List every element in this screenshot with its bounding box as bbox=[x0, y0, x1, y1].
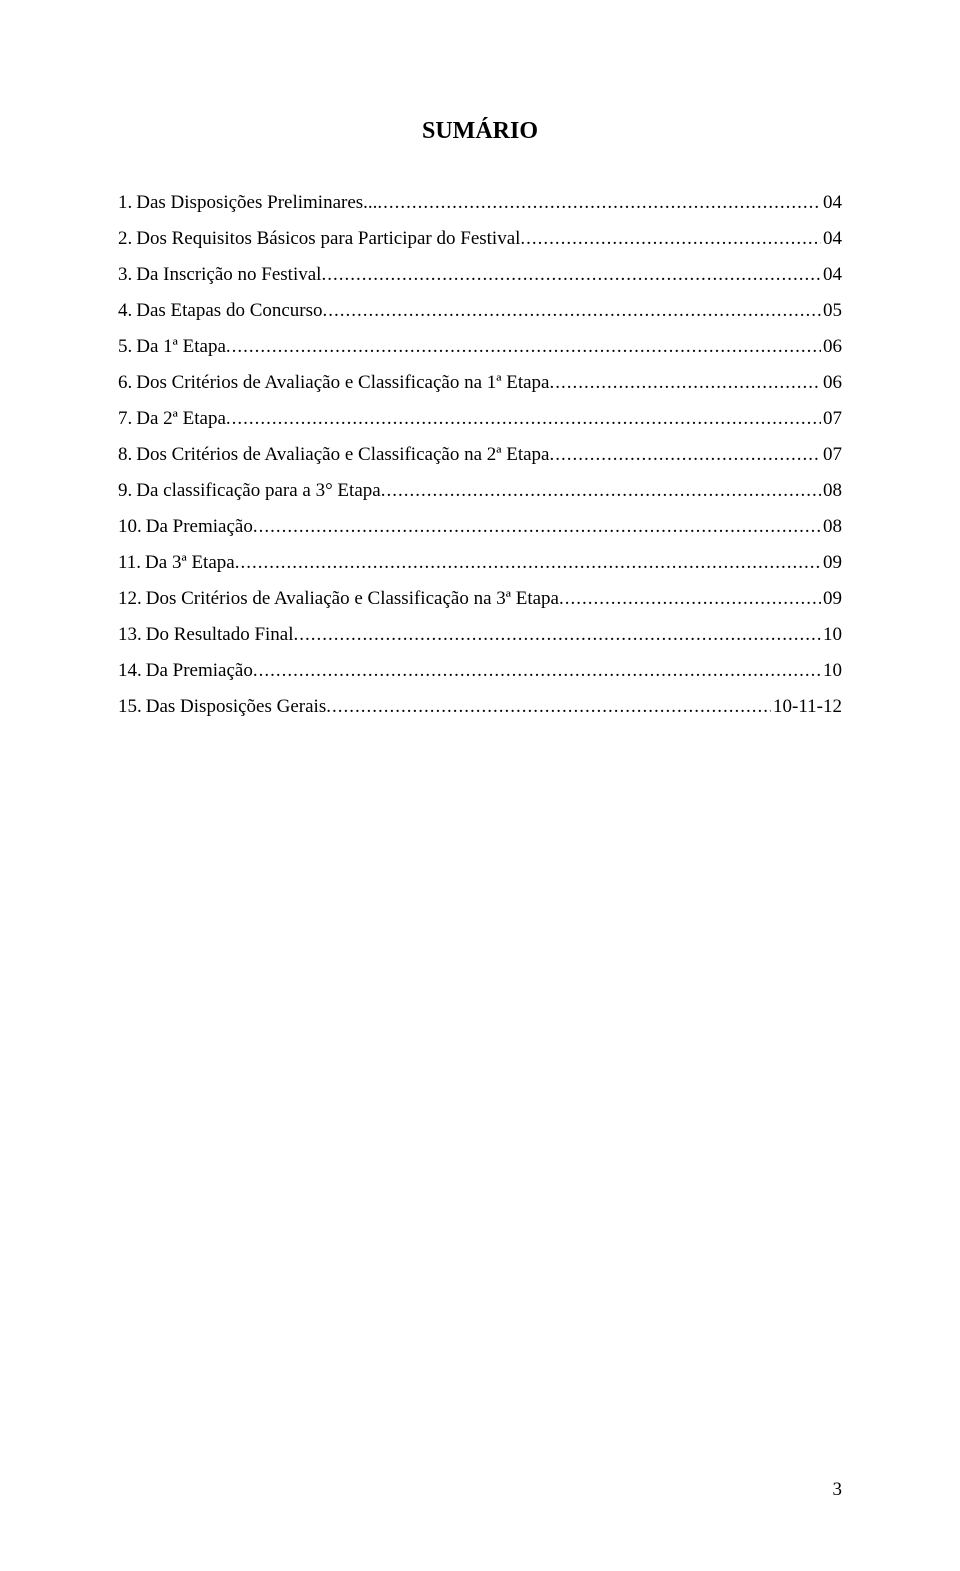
toc-label: Da 1ª Etapa bbox=[136, 337, 226, 356]
toc-page: 08 bbox=[821, 481, 842, 500]
toc-page: 04 bbox=[821, 193, 842, 212]
toc-number: 4. bbox=[118, 301, 136, 320]
toc-number: 12. bbox=[118, 589, 146, 608]
toc-row: 14. Da Premiação 10 bbox=[118, 661, 842, 680]
toc-row: 3. Da Inscrição no Festival 04 bbox=[118, 265, 842, 284]
toc-leader bbox=[381, 481, 821, 500]
toc-leader bbox=[550, 373, 822, 392]
toc-page: 10-11-12 bbox=[771, 697, 842, 716]
toc-label: Do Resultado Final bbox=[146, 625, 294, 644]
toc-page: 08 bbox=[821, 517, 842, 536]
toc-leader bbox=[226, 337, 821, 356]
toc-number: 5. bbox=[118, 337, 136, 356]
toc-leader bbox=[253, 517, 821, 536]
toc-label: Da Premiação bbox=[146, 661, 253, 680]
toc-page: 06 bbox=[821, 373, 842, 392]
toc-number: 9. bbox=[118, 481, 136, 500]
toc-label: Dos Critérios de Avaliação e Classificaç… bbox=[136, 373, 549, 392]
toc-leader bbox=[226, 409, 821, 428]
toc-leader bbox=[323, 301, 821, 320]
toc-row: 11. Da 3ª Etapa 09 bbox=[118, 553, 842, 572]
toc-number: 11. bbox=[118, 553, 145, 572]
toc-number: 3. bbox=[118, 265, 136, 284]
toc-label: Da 3ª Etapa bbox=[145, 553, 235, 572]
toc-label: Das Disposições Preliminares... bbox=[136, 193, 377, 212]
toc-page: 09 bbox=[821, 589, 842, 608]
toc-row: 4. Das Etapas do Concurso 05 bbox=[118, 301, 842, 320]
toc-page: 06 bbox=[821, 337, 842, 356]
toc-page: 04 bbox=[821, 229, 842, 248]
toc-number: 2. bbox=[118, 229, 136, 248]
toc-number: 15. bbox=[118, 697, 146, 716]
document-page: SUMÁRIO 1. Das Disposições Preliminares.… bbox=[0, 0, 960, 1571]
page-number: 3 bbox=[833, 1479, 843, 1501]
toc-label: Dos Critérios de Avaliação e Classificaç… bbox=[146, 589, 559, 608]
toc-row: 8. Dos Critérios de Avaliação e Classifi… bbox=[118, 445, 842, 464]
table-of-contents: 1. Das Disposições Preliminares... 04 2.… bbox=[118, 193, 842, 716]
toc-number: 6. bbox=[118, 373, 136, 392]
toc-row: 10. Da Premiação 08 bbox=[118, 517, 842, 536]
page-title: SUMÁRIO bbox=[118, 118, 842, 145]
toc-number: 10. bbox=[118, 517, 146, 536]
toc-row: 12. Dos Critérios de Avaliação e Classif… bbox=[118, 589, 842, 608]
toc-label: Das Disposições Gerais bbox=[146, 697, 326, 716]
toc-row: 15. Das Disposições Gerais 10-11-12 bbox=[118, 697, 842, 716]
toc-leader bbox=[326, 697, 771, 716]
toc-leader bbox=[321, 265, 821, 284]
toc-page: 10 bbox=[821, 661, 842, 680]
toc-page: 10 bbox=[821, 625, 842, 644]
toc-label: Dos Critérios de Avaliação e Classificaç… bbox=[136, 445, 549, 464]
toc-row: 2. Dos Requisitos Básicos para Participa… bbox=[118, 229, 842, 248]
toc-row: 13. Do Resultado Final 10 bbox=[118, 625, 842, 644]
toc-number: 13. bbox=[118, 625, 146, 644]
toc-page: 05 bbox=[821, 301, 842, 320]
toc-leader bbox=[520, 229, 821, 248]
toc-label: Da classificação para a 3° Etapa bbox=[136, 481, 380, 500]
toc-row: 9. Da classificação para a 3° Etapa 08 bbox=[118, 481, 842, 500]
toc-number: 8. bbox=[118, 445, 136, 464]
toc-leader bbox=[559, 589, 821, 608]
toc-leader bbox=[235, 553, 821, 572]
toc-leader bbox=[550, 445, 822, 464]
toc-number: 14. bbox=[118, 661, 146, 680]
toc-page: 09 bbox=[821, 553, 842, 572]
toc-row: 6. Dos Critérios de Avaliação e Classifi… bbox=[118, 373, 842, 392]
toc-label: Da Inscrição no Festival bbox=[136, 265, 321, 284]
toc-label: Da 2ª Etapa bbox=[136, 409, 226, 428]
toc-page: 07 bbox=[821, 445, 842, 464]
toc-label: Das Etapas do Concurso bbox=[136, 301, 322, 320]
toc-page: 07 bbox=[821, 409, 842, 428]
toc-label: Dos Requisitos Básicos para Participar d… bbox=[136, 229, 520, 248]
toc-leader bbox=[377, 193, 821, 212]
toc-row: 7. Da 2ª Etapa 07 bbox=[118, 409, 842, 428]
toc-number: 1. bbox=[118, 193, 136, 212]
toc-page: 04 bbox=[821, 265, 842, 284]
toc-row: 5. Da 1ª Etapa 06 bbox=[118, 337, 842, 356]
toc-leader bbox=[253, 661, 821, 680]
toc-number: 7. bbox=[118, 409, 136, 428]
toc-label: Da Premiação bbox=[146, 517, 253, 536]
toc-leader bbox=[294, 625, 821, 644]
toc-row: 1. Das Disposições Preliminares... 04 bbox=[118, 193, 842, 212]
